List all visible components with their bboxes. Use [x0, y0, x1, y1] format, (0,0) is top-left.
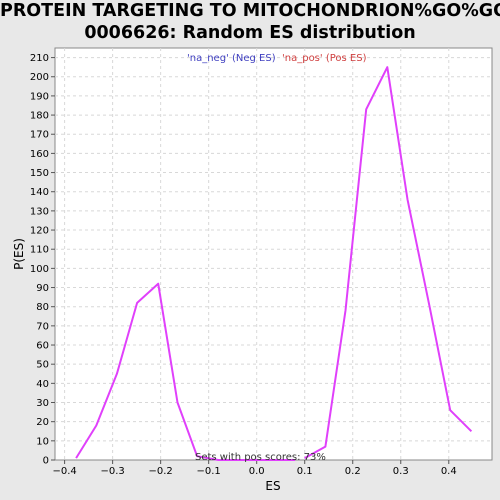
- y-tick-label: 160: [30, 149, 49, 160]
- y-tick-label: 200: [30, 72, 49, 83]
- y-tick-label: 70: [36, 321, 49, 332]
- grid-lines: [55, 48, 492, 460]
- y-tick-label: 140: [30, 187, 49, 198]
- x-tick-label: −0.2: [148, 466, 172, 477]
- series-lines: [75, 66, 473, 461]
- y-tick-label: 50: [36, 360, 49, 371]
- y-tick-label: 0: [43, 456, 49, 467]
- y-tick-label: 150: [30, 168, 49, 179]
- y-tick-label: 120: [30, 226, 49, 237]
- x-tick-label: −0.1: [197, 466, 221, 477]
- y-tick-label: 110: [30, 245, 49, 256]
- y-tick-label: 130: [30, 206, 49, 217]
- y-tick-label: 10: [36, 436, 49, 447]
- x-tick-label: 0.0: [249, 466, 265, 477]
- series-line-1: [304, 66, 473, 459]
- pos-score-annotation: Sets with pos scores: 73%: [195, 452, 326, 463]
- chart-title-line-2: 0006626: Random ES distribution: [84, 23, 416, 43]
- y-tick-label: 180: [30, 111, 49, 122]
- y-tick-label: 90: [36, 283, 49, 294]
- y-axis-label: P(ES): [12, 238, 26, 270]
- y-tick-label: 80: [36, 302, 49, 313]
- y-tick-label: 100: [30, 264, 49, 275]
- legend: 'na_neg' (Neg ES) 'na_pos' (Pos ES): [187, 53, 367, 64]
- x-tick-label: −0.3: [100, 466, 124, 477]
- y-tick-label: 20: [36, 417, 49, 428]
- y-tick-label: 190: [30, 91, 49, 102]
- y-tick-label: 60: [36, 341, 49, 352]
- chart-title: PROTEIN TARGETING TO MITOCHONDRION%GO%GO…: [0, 0, 500, 44]
- series-line-0: [75, 282, 296, 461]
- axes: 0 10 20 30 40 50 60 70 80 90 100 110 120 130 140 150 160…: [30, 53, 457, 477]
- y-tick-label: 40: [36, 379, 49, 390]
- y-tick-label: 170: [30, 130, 49, 141]
- plot-area: [54, 47, 493, 461]
- x-axis-label: ES: [265, 479, 280, 493]
- x-tick-label: 0.4: [441, 466, 457, 477]
- y-tick-label: 210: [30, 53, 49, 64]
- x-tick-label: 0.1: [297, 466, 313, 477]
- y-tick-label: 30: [36, 398, 49, 409]
- chart-title-line-1: PROTEIN TARGETING TO MITOCHONDRION%GO%GO…: [0, 1, 500, 21]
- x-tick-label: 0.3: [393, 466, 409, 477]
- legend-entry: 'na_neg' (Neg ES): [187, 53, 276, 64]
- x-tick-label: 0.2: [345, 466, 361, 477]
- x-tick-label: −0.4: [52, 466, 76, 477]
- legend-entry: 'na_pos' (Pos ES): [282, 53, 367, 64]
